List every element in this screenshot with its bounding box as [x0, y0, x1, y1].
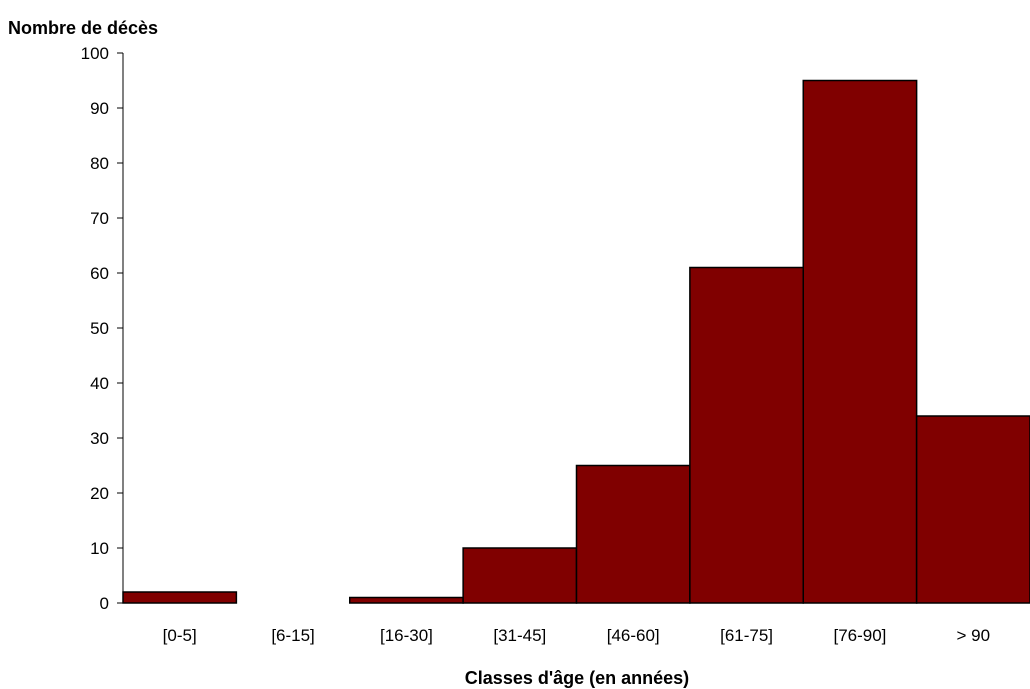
y-tick-label: 90	[90, 99, 109, 118]
x-tick-label: [0-5]	[163, 626, 197, 645]
x-tick-label: [46-60]	[607, 626, 660, 645]
y-ticks-group: 0 10 20 30 40 50 60 70 80 90 100	[81, 44, 123, 613]
bar-0	[122, 591, 238, 604]
y-axis-title: Nombre de décès	[8, 18, 158, 38]
bar-5	[689, 266, 804, 604]
bar-4	[575, 464, 691, 604]
bar-2	[349, 596, 464, 604]
y-tick-label: 100	[81, 44, 109, 63]
x-tick-labels-group: [0-5] [6-15] [16-30] [31-45] [46-60] [61-75] […	[163, 626, 990, 645]
y-tick-label: 40	[90, 374, 109, 393]
y-tick-label: 30	[90, 429, 109, 448]
bars-group	[122, 79, 1030, 604]
y-tick-label: 60	[90, 264, 109, 283]
bar-6	[802, 79, 918, 604]
bar-7	[915, 415, 1030, 604]
bar-3	[462, 547, 578, 604]
x-tick-label: [61-75]	[720, 626, 773, 645]
y-tick-label: 20	[90, 484, 109, 503]
x-tick-label: [6-15]	[271, 626, 314, 645]
x-tick-label: [31-45]	[493, 626, 546, 645]
y-tick-label: 50	[90, 319, 109, 338]
x-tick-label: [16-30]	[380, 626, 433, 645]
x-tick-label: > 90	[957, 626, 991, 645]
y-tick-label: 70	[90, 209, 109, 228]
y-tick-label: 10	[90, 539, 109, 558]
x-axis-title: Classes d'âge (en années)	[465, 668, 689, 688]
x-tick-label: [76-90]	[833, 626, 886, 645]
y-tick-label: 80	[90, 154, 109, 173]
y-tick-label: 0	[100, 594, 109, 613]
